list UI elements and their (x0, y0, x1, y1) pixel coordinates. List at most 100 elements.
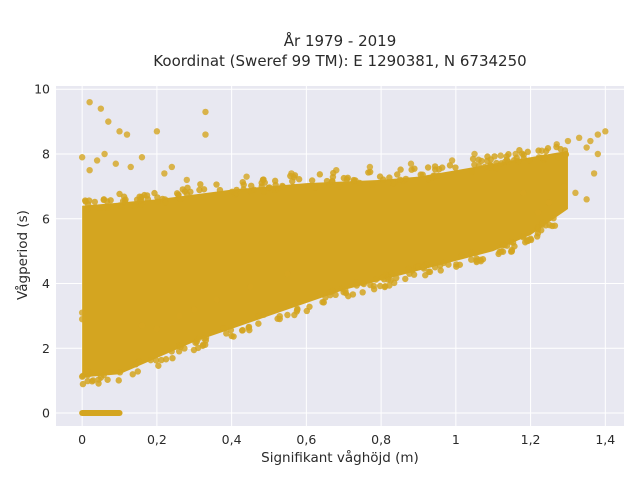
data-point (522, 239, 529, 246)
data-point (288, 170, 295, 177)
data-point (564, 137, 572, 145)
data-point (446, 162, 454, 169)
data-point (431, 264, 439, 271)
data-point (228, 188, 236, 196)
data-point (562, 151, 570, 158)
data-point (468, 249, 475, 257)
data-point (397, 166, 404, 173)
data-point (448, 157, 456, 164)
data-point (213, 296, 220, 303)
data-point (176, 312, 183, 320)
data-point (153, 357, 160, 364)
data-point (555, 154, 562, 161)
data-point (196, 186, 203, 194)
data-point (432, 166, 439, 173)
data-point (247, 283, 254, 290)
data-point (379, 274, 386, 281)
data-point (345, 292, 352, 300)
data-point (483, 157, 491, 165)
data-point (216, 186, 224, 194)
data-point (266, 184, 273, 191)
data-point (590, 170, 598, 177)
data-point (508, 248, 516, 255)
data-point (539, 219, 547, 226)
data-point (538, 227, 545, 234)
data-point (104, 376, 111, 383)
data-point (228, 332, 235, 340)
data-point (519, 189, 527, 197)
data-point (193, 338, 200, 346)
data-point (158, 356, 165, 364)
data-point (105, 118, 112, 125)
data-point (491, 153, 498, 160)
data-point (84, 206, 91, 213)
y-tick-label: 10 (34, 82, 50, 97)
data-point (116, 369, 124, 376)
data-point (323, 177, 331, 185)
data-point (162, 356, 170, 363)
data-point (381, 283, 388, 291)
data-point (243, 173, 250, 180)
data-point (191, 306, 198, 313)
data-point (239, 178, 246, 186)
data-point (512, 150, 519, 158)
data-point (602, 128, 609, 135)
data-point (437, 267, 444, 274)
data-point (425, 268, 432, 275)
data-point (138, 154, 146, 161)
data-point (175, 348, 183, 355)
data-point (507, 238, 514, 245)
data-point (419, 171, 426, 178)
data-point (95, 376, 102, 383)
data-point (391, 180, 398, 187)
data-point (583, 196, 590, 203)
x-tick-label: 0,6 (296, 432, 316, 447)
data-point (468, 256, 475, 263)
data-point (405, 265, 412, 272)
data-point (340, 174, 348, 182)
x-tick-label: 0 (78, 432, 86, 447)
data-point (115, 377, 122, 384)
data-point (336, 183, 343, 190)
data-point (258, 183, 265, 190)
data-point (177, 195, 184, 203)
data-point (453, 263, 460, 270)
data-point (135, 358, 143, 365)
data-point (84, 377, 91, 385)
data-point (123, 131, 131, 138)
data-point (369, 181, 376, 188)
data-point (367, 281, 374, 289)
data-point (535, 154, 543, 161)
data-point (587, 137, 594, 145)
data-point (223, 330, 230, 337)
data-point (385, 276, 392, 283)
data-point (82, 367, 90, 375)
data-point (477, 257, 485, 265)
data-point (319, 298, 326, 306)
data-point (415, 262, 422, 270)
data-point (78, 154, 86, 161)
data-point (289, 183, 297, 190)
data-point (255, 320, 262, 327)
data-point (271, 177, 279, 185)
data-point (279, 182, 286, 190)
data-point (481, 163, 488, 171)
data-point (240, 186, 247, 193)
data-point (294, 306, 301, 313)
data-point (511, 243, 518, 250)
data-point (155, 362, 162, 369)
data-point (213, 181, 220, 188)
point-cloud (82, 150, 568, 378)
data-point (434, 172, 442, 179)
data-point (500, 240, 507, 247)
data-point (493, 159, 500, 167)
data-point (133, 196, 141, 203)
x-axis-label: Signifikant våghöjd (m) (261, 449, 419, 466)
data-point (408, 166, 415, 173)
data-point (79, 380, 87, 388)
data-point (260, 311, 268, 318)
chart-title: År 1979 - 2019 (284, 31, 397, 50)
data-point (519, 232, 527, 240)
